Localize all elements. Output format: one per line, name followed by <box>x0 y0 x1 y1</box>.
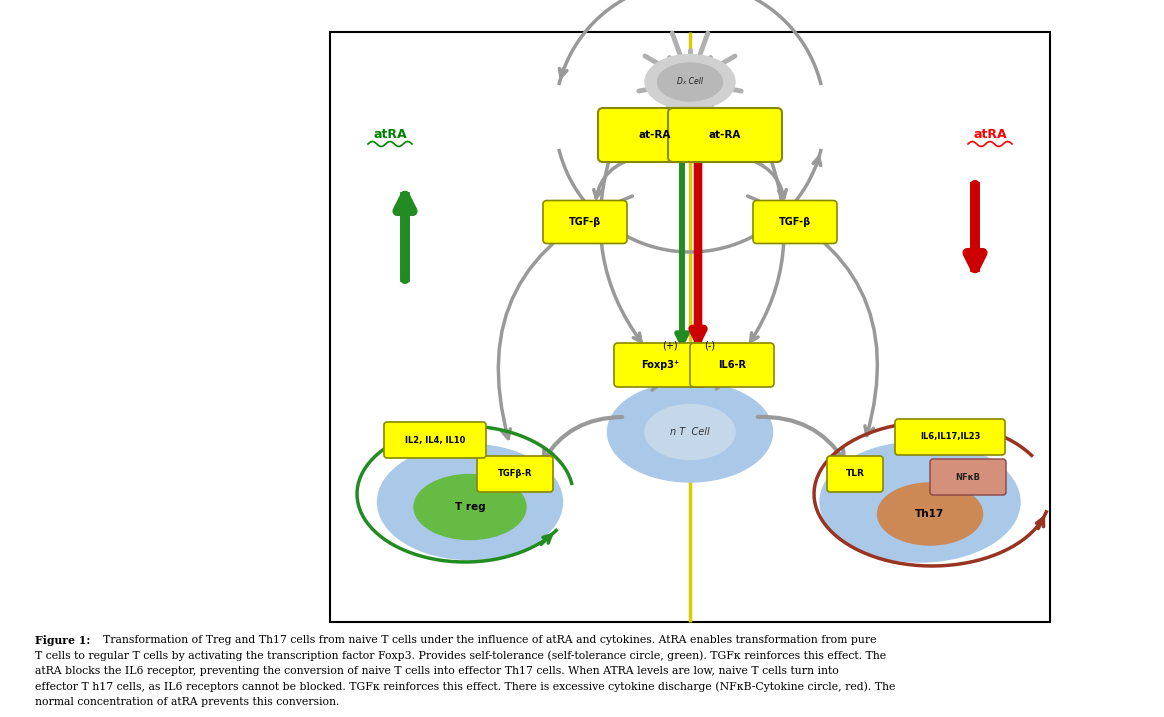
FancyBboxPatch shape <box>753 201 837 244</box>
FancyBboxPatch shape <box>384 422 487 458</box>
Text: Dₓ Cell: Dₓ Cell <box>677 77 703 87</box>
Ellipse shape <box>878 483 982 545</box>
Text: TGFβ-R: TGFβ-R <box>498 470 532 478</box>
Text: (+): (+) <box>662 340 677 350</box>
FancyBboxPatch shape <box>613 343 707 387</box>
Text: atRA: atRA <box>374 128 406 141</box>
Text: normal concentration of atRA prevents this conversion.: normal concentration of atRA prevents th… <box>35 697 340 707</box>
Text: atRA blocks the IL6 receptor, preventing the conversion of naive T cells into ef: atRA blocks the IL6 receptor, preventing… <box>35 666 839 676</box>
Text: Foxp3⁺: Foxp3⁺ <box>641 360 679 370</box>
FancyBboxPatch shape <box>690 343 774 387</box>
Text: T cells to regular T cells by activating the transcription factor Foxp3. Provide: T cells to regular T cells by activating… <box>35 650 886 661</box>
Text: effector T h17 cells, as IL6 receptors cannot be blocked. TGFκ reinforces this e: effector T h17 cells, as IL6 receptors c… <box>35 681 895 692</box>
Ellipse shape <box>608 382 773 482</box>
Text: IL2, IL4, IL10: IL2, IL4, IL10 <box>405 435 466 445</box>
Text: (-): (-) <box>704 340 716 350</box>
Ellipse shape <box>819 442 1020 562</box>
Text: IL6,IL17,IL23: IL6,IL17,IL23 <box>920 432 980 442</box>
Ellipse shape <box>658 63 723 101</box>
Text: TGF-β: TGF-β <box>779 217 811 227</box>
Text: NFκB: NFκB <box>956 473 980 482</box>
Ellipse shape <box>645 404 734 460</box>
Ellipse shape <box>377 445 562 559</box>
Text: n T  Cell: n T Cell <box>670 427 710 437</box>
Text: Th17: Th17 <box>915 509 945 519</box>
Text: atRA: atRA <box>973 128 1007 141</box>
Ellipse shape <box>645 54 734 110</box>
FancyBboxPatch shape <box>542 201 627 244</box>
Text: TGF-β: TGF-β <box>569 217 601 227</box>
Text: at-RA: at-RA <box>709 130 741 140</box>
FancyBboxPatch shape <box>477 456 553 492</box>
Text: at-RA: at-RA <box>639 130 672 140</box>
FancyBboxPatch shape <box>930 459 1006 495</box>
Text: Figure 1:: Figure 1: <box>35 635 94 646</box>
Text: IL6-R: IL6-R <box>718 360 746 370</box>
Text: TLR: TLR <box>845 470 865 478</box>
Text: T reg: T reg <box>455 502 485 512</box>
Ellipse shape <box>414 475 526 539</box>
FancyBboxPatch shape <box>668 108 782 162</box>
FancyBboxPatch shape <box>895 419 1005 455</box>
Text: Transformation of Treg and Th17 cells from naive T cells under the influence of : Transformation of Treg and Th17 cells fr… <box>102 635 876 645</box>
FancyBboxPatch shape <box>826 456 883 492</box>
FancyBboxPatch shape <box>598 108 712 162</box>
Bar <box>331 32 1050 622</box>
